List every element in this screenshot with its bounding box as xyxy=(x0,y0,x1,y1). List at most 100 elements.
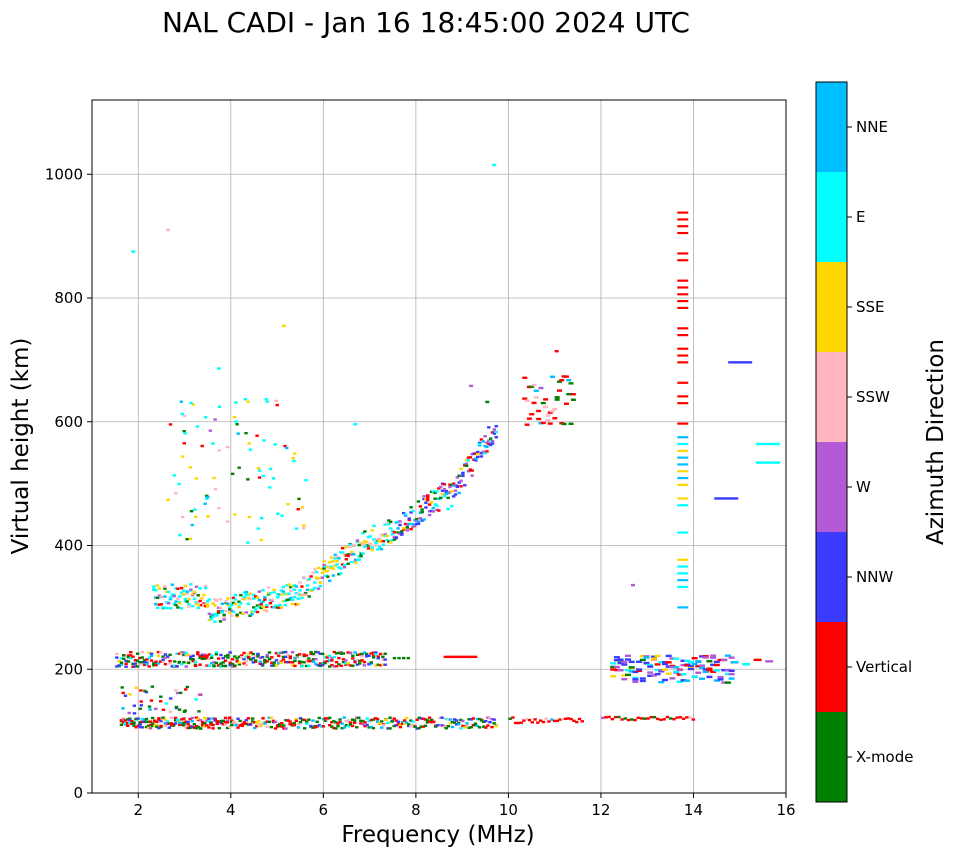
echo-point xyxy=(342,563,347,567)
echo-point xyxy=(559,378,565,382)
echo-point xyxy=(327,716,332,720)
echo-point xyxy=(684,664,691,667)
echo-point xyxy=(617,669,624,672)
echo-point xyxy=(570,393,576,396)
echo-point xyxy=(303,592,308,595)
echo-point xyxy=(372,524,376,528)
echo-point xyxy=(371,651,376,654)
echo-point xyxy=(400,530,404,533)
echo-point xyxy=(378,652,383,656)
echo-point xyxy=(677,565,689,568)
echo-point xyxy=(457,721,461,725)
echo-point xyxy=(323,719,328,722)
echo-point xyxy=(724,681,731,684)
echo-point xyxy=(144,725,149,729)
colorbar-tick-label: NNE xyxy=(856,118,888,136)
echo-point xyxy=(223,655,228,658)
echo-point xyxy=(202,603,206,607)
echo-point xyxy=(364,541,369,544)
echo-point xyxy=(547,411,553,414)
echo-point xyxy=(196,601,200,604)
echo-point xyxy=(556,389,562,392)
echo-point xyxy=(253,610,258,613)
echo-point xyxy=(255,721,259,725)
echo-point xyxy=(435,508,439,512)
echo-point xyxy=(263,661,267,664)
echo-point xyxy=(271,719,276,723)
echo-point xyxy=(186,661,191,664)
echo-point xyxy=(484,719,488,723)
echo-point xyxy=(181,592,186,596)
echo-point xyxy=(300,506,304,509)
echo-point xyxy=(665,665,672,668)
echo-point xyxy=(267,657,272,661)
echo-point xyxy=(185,685,190,689)
echo-point xyxy=(545,419,551,422)
echo-point xyxy=(126,724,130,727)
echo-point xyxy=(337,572,341,576)
echo-point xyxy=(677,327,689,330)
echo-point xyxy=(198,656,202,660)
echo-point xyxy=(654,654,661,658)
echo-point xyxy=(665,661,672,664)
echo-point xyxy=(392,535,397,539)
echo-point xyxy=(134,726,138,729)
echo-point xyxy=(129,654,133,657)
echo-point xyxy=(307,718,311,721)
echo-point xyxy=(168,710,173,714)
echo-point xyxy=(329,556,334,559)
echo-point xyxy=(654,663,661,666)
echo-point xyxy=(676,668,683,672)
echo-point xyxy=(522,376,528,379)
echo-point xyxy=(198,719,203,722)
echo-point xyxy=(263,598,267,601)
echo-point xyxy=(233,598,237,601)
echo-point xyxy=(257,720,261,723)
echo-point xyxy=(236,726,240,729)
echo-point xyxy=(302,718,307,722)
echo-point xyxy=(370,546,374,549)
echo-point xyxy=(516,721,521,725)
echo-point xyxy=(226,656,230,659)
echo-point xyxy=(246,478,250,481)
echo-point xyxy=(182,653,186,657)
echo-point xyxy=(130,722,134,726)
echo-point xyxy=(699,655,706,658)
echo-point xyxy=(168,659,172,663)
echo-point xyxy=(216,606,221,609)
echo-point xyxy=(444,727,448,730)
echo-point xyxy=(228,608,232,611)
echo-point xyxy=(248,448,253,451)
echo-point xyxy=(165,722,169,725)
echo-point xyxy=(448,718,453,721)
x-tick-label: 10 xyxy=(499,801,518,819)
echo-point xyxy=(633,718,637,722)
echo-point xyxy=(119,723,124,727)
echo-point xyxy=(131,662,135,666)
x-tick-label: 12 xyxy=(591,801,610,819)
echo-point xyxy=(483,444,487,448)
echo-point xyxy=(677,456,689,459)
echo-point xyxy=(286,653,290,657)
echo-point xyxy=(207,657,212,661)
echo-point xyxy=(413,519,417,522)
echo-point xyxy=(376,657,380,660)
echo-point xyxy=(647,663,654,667)
echo-point xyxy=(334,721,338,724)
echo-point xyxy=(355,540,360,544)
echo-point xyxy=(296,597,300,600)
echo-point xyxy=(179,663,184,666)
echo-point xyxy=(632,676,639,680)
echo-point xyxy=(163,587,167,590)
echo-point xyxy=(214,653,219,656)
echo-point xyxy=(486,724,490,727)
echo-point xyxy=(473,723,478,727)
echo-point xyxy=(394,521,398,524)
echo-point xyxy=(305,578,310,582)
echo-point xyxy=(315,576,319,579)
echo-point xyxy=(375,717,380,721)
echo-point xyxy=(236,432,240,435)
echo-point xyxy=(140,726,144,729)
echo-point xyxy=(253,726,257,730)
echo-point xyxy=(301,526,306,530)
